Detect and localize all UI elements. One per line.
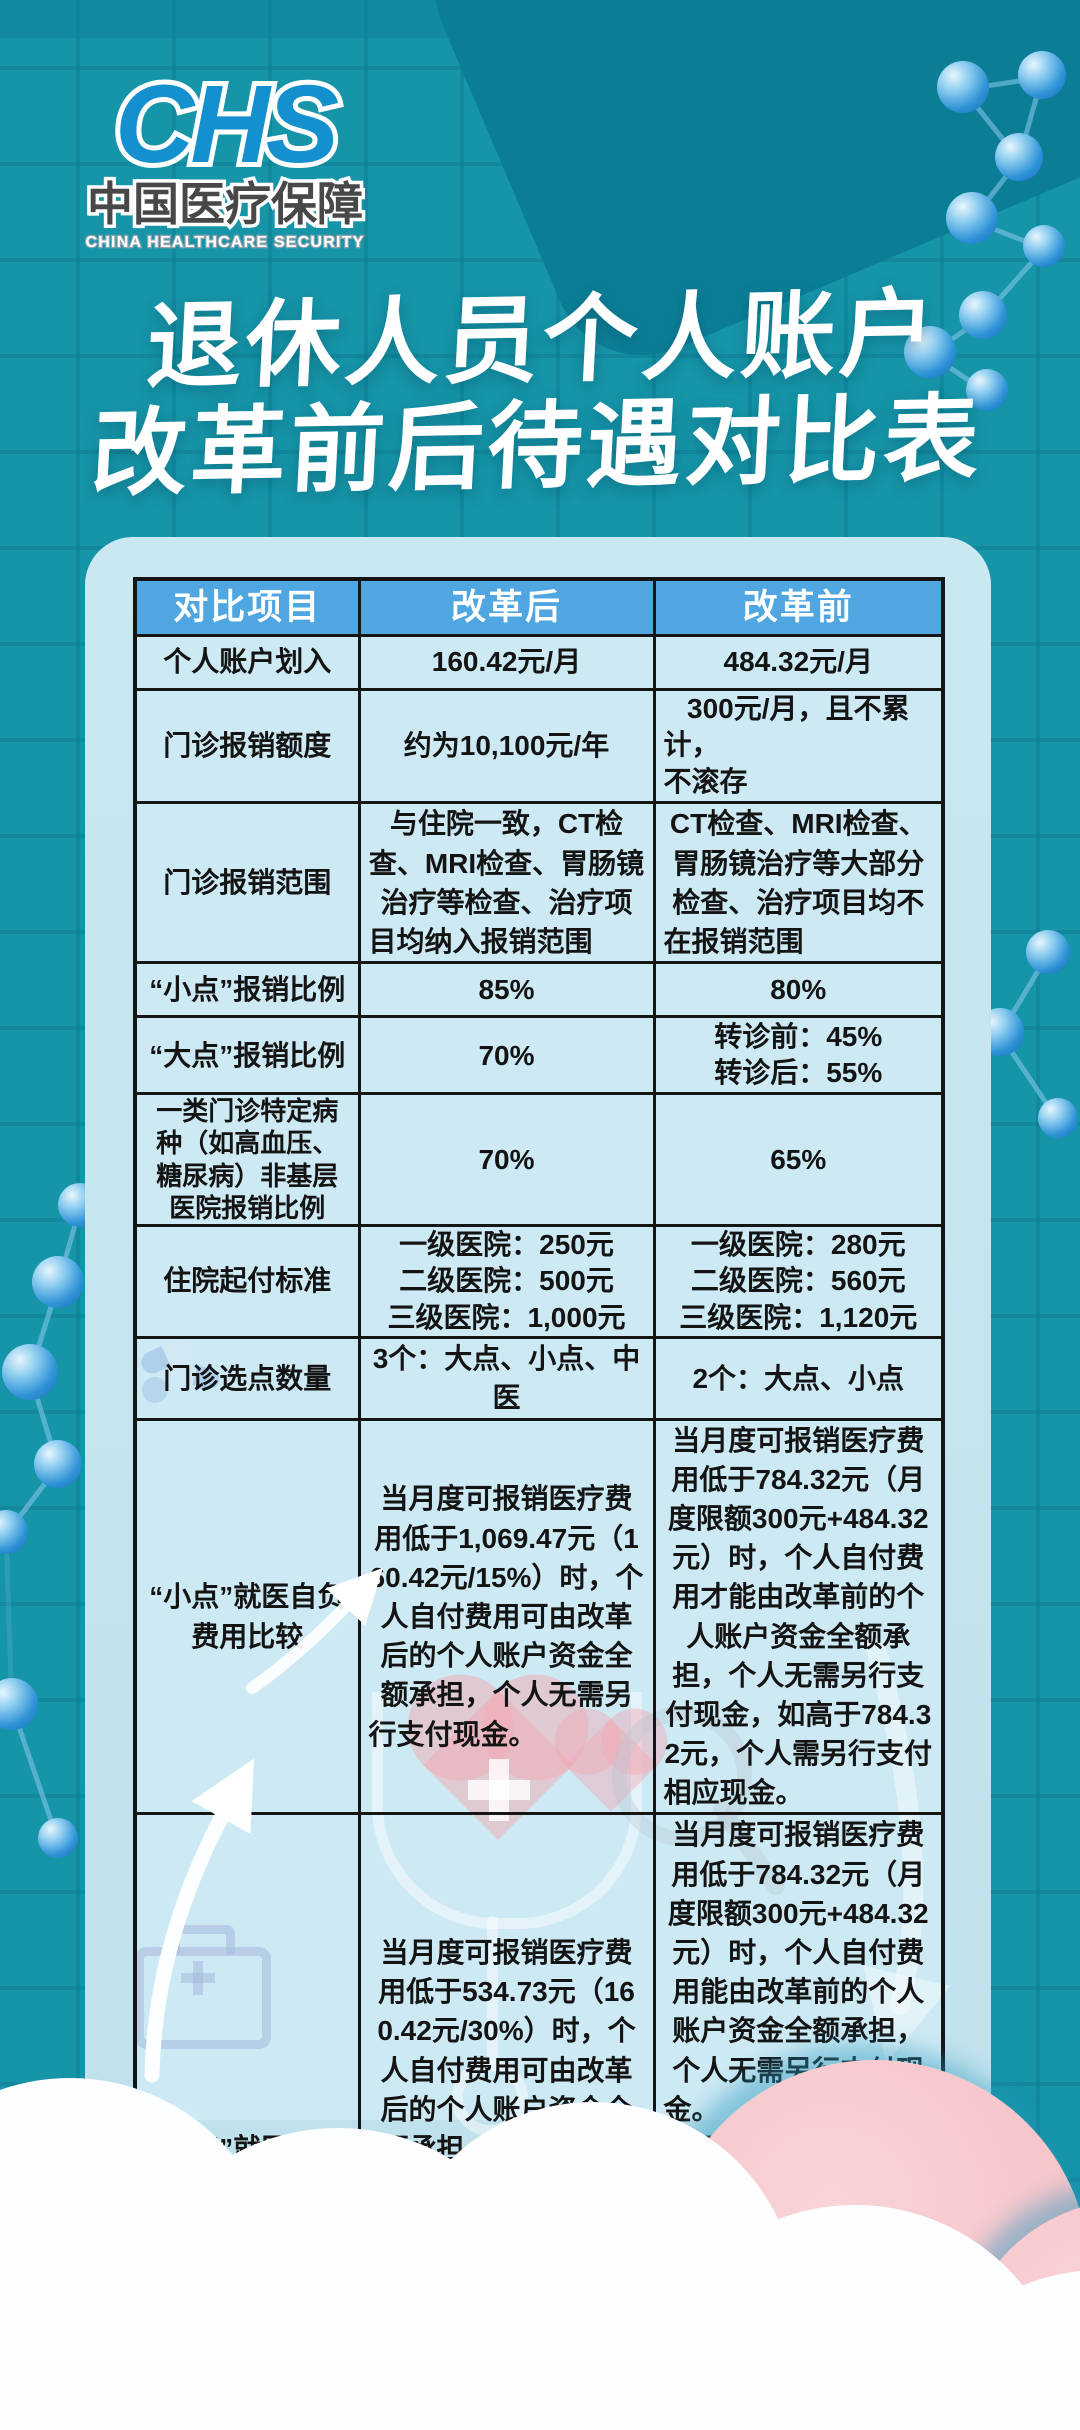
table-row: “小点”报销比例 85% 80% <box>133 961 945 1019</box>
cell-r7-after: 一级医院：250元 二级医院：500元 三级医院：1,000元 <box>357 1224 656 1340</box>
table-row: 门诊报销范围 与住院一致，CT检查、MRI检查、胃肠镜治疗等检查、治疗项目均纳入… <box>133 801 945 965</box>
cell-r4-before: 80% <box>652 961 945 1019</box>
cell-r8-after: 3个：大点、小点、中医 <box>357 1336 656 1421</box>
comparison-table: 对比项目 改革后 改革前 个人账户划入 160.42元/月 484.32元/月 … <box>133 577 945 2430</box>
cell-r8-before: 2个：大点、小点 <box>652 1336 945 1421</box>
cell-r10-after: 当月度可报销医疗费用低于534.73元（160.42元/30%）时，个人自付费用… <box>357 1812 656 2430</box>
cell-r2-item: 门诊报销额度 <box>133 687 361 805</box>
cell-r10-before: 当月度可报销医疗费用低于784.32元（月度限额300元+484.32元）时，个… <box>652 1812 945 2430</box>
cell-r1-item: 个人账户划入 <box>133 633 361 691</box>
cell-r2-before: 300元/月，且不累计， 不滚存 <box>652 687 945 805</box>
cell-r9-after: 当月度可报销医疗费用低于1,069.47元（160.42元/15%）时，个人自付… <box>357 1417 656 1816</box>
dark-top-band-decor <box>0 0 770 38</box>
cell-r9-before: 当月度可报销医疗费用低于784.32元（月度限额300元+484.32元）时，个… <box>652 1417 945 1816</box>
pink-cloud <box>960 2200 1080 2430</box>
table-row: “小点”就医自负费用比较 当月度可报销医疗费用低于1,069.47元（160.4… <box>133 1417 945 1816</box>
table-row: “大点”就医自负费用比较 当月度可报销医疗费用低于534.73元（160.42元… <box>133 1812 945 2430</box>
cell-r4-after: 85% <box>357 961 656 1019</box>
cell-r1-before: 484.32元/月 <box>652 633 945 691</box>
cell-r5-item: “大点”报销比例 <box>133 1015 361 1096</box>
table-row: 个人账户划入 160.42元/月 484.32元/月 <box>133 633 945 691</box>
table-row: 一类门诊特定病种（如高血压、糖尿病）非基层医院报销比例 70% 65% <box>133 1092 945 1228</box>
table-header-row: 对比项目 改革后 改革前 <box>133 577 945 637</box>
cell-r3-item: 门诊报销范围 <box>133 801 361 965</box>
cell-r6-item: 一类门诊特定病种（如高血压、糖尿病）非基层医院报销比例 <box>133 1092 361 1228</box>
table-row: 门诊报销额度 约为10,100元/年 300元/月，且不累计， 不滚存 <box>133 687 945 805</box>
cell-r1-after: 160.42元/月 <box>357 633 656 691</box>
logo-acronym: CHS <box>115 63 339 186</box>
cell-r2-after: 约为10,100元/年 <box>357 687 656 805</box>
cell-r8-item: 门诊选点数量 <box>133 1336 361 1421</box>
cell-r7-item: 住院起付标准 <box>133 1224 361 1340</box>
logo-name-en: CHINA HEALTHCARE SECURITY <box>86 234 365 251</box>
table-row: “大点”报销比例 70% 转诊前：45% 转诊后：55% <box>133 1015 945 1096</box>
cell-r5-before: 转诊前：45% 转诊后：55% <box>652 1015 945 1096</box>
cell-r6-after: 70% <box>357 1092 656 1228</box>
cell-r7-before: 一级医院：280元 二级医院：560元 三级医院：1,120元 <box>652 1224 945 1340</box>
header-before: 改革前 <box>652 577 945 637</box>
cell-r3-before: CT检查、MRI检查、胃肠镜治疗等大部分检查、治疗项目均不在报销范围 <box>652 801 945 965</box>
cell-r3-after: 与住院一致，CT检查、MRI检查、胃肠镜治疗等检查、治疗项目均纳入报销范围 <box>357 801 656 965</box>
header-item: 对比项目 <box>133 577 361 637</box>
poster-title-line1: 退休人员个人账户 <box>144 280 942 401</box>
chs-logo: CHS 中国医疗保障 CHINA HEALTHCARE SECURITY <box>84 62 367 252</box>
cell-r4-item: “小点”报销比例 <box>133 961 361 1019</box>
table-row: 住院起付标准 一级医院：250元 二级医院：500元 三级医院：1,000元 一… <box>133 1224 945 1340</box>
header-after: 改革后 <box>357 577 656 637</box>
cell-r5-after: 70% <box>357 1015 656 1096</box>
cell-r10-item: “大点”就医自负费用比较 <box>133 1812 361 2430</box>
cell-r6-before: 65% <box>652 1092 945 1228</box>
poster-title: 退休人员个人账户 改革前后待遇对比表 <box>0 278 1080 510</box>
cell-r9-item: “小点”就医自负费用比较 <box>133 1417 361 1816</box>
poster-title-line2: 改革前后待遇对比表 <box>88 386 986 509</box>
table-row: 门诊选点数量 3个：大点、小点、中医 2个：大点、小点 <box>133 1336 945 1421</box>
logo-name-cn: 中国医疗保障 <box>87 178 363 230</box>
